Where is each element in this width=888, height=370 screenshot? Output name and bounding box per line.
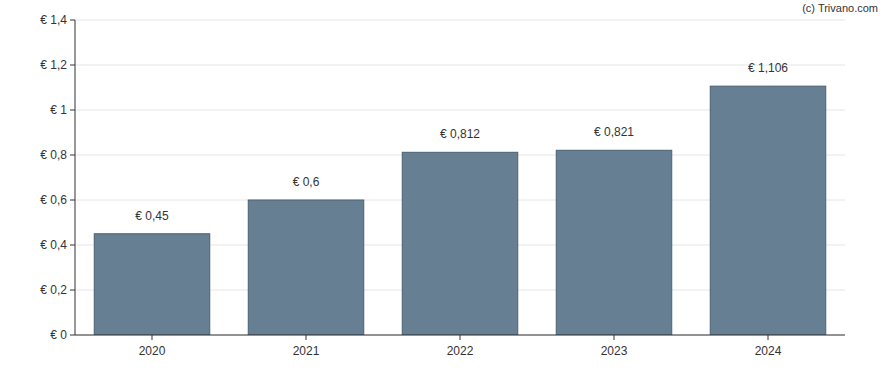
y-tick-label: € 0,8 (40, 148, 67, 162)
y-tick-label: € 1,4 (40, 13, 67, 27)
x-tick (768, 335, 769, 340)
y-tick (70, 335, 75, 336)
annotation: (c) Trivano.com (802, 2, 878, 14)
x-tick (460, 335, 461, 340)
y-tick (70, 110, 75, 111)
x-tick-label: 2024 (755, 344, 782, 358)
data-label: € 0,812 (440, 127, 480, 141)
y-axis (75, 20, 76, 335)
bar (248, 200, 364, 335)
data-label: € 0,821 (594, 125, 634, 139)
x-tick-label: 2022 (447, 344, 474, 358)
chart-container: € 0 € 0,2 € 0,4 € 0,6 € 0,8 € 1 € 1,2 € 1,4 € 0,… (0, 0, 888, 370)
y-tick (70, 290, 75, 291)
bar (94, 234, 210, 335)
y-tick (70, 20, 75, 21)
y-tick-label: € 0,2 (40, 283, 67, 297)
y-tick-label: € 0,4 (40, 238, 67, 252)
y-tick-label: € 0 (50, 328, 67, 342)
bars (94, 86, 826, 335)
y-tick (70, 200, 75, 201)
bar (710, 86, 826, 335)
x-tick-label: 2021 (293, 344, 320, 358)
data-label: € 0,6 (293, 175, 320, 189)
data-label: € 0,45 (135, 209, 169, 223)
y-tick-label: € 1 (50, 103, 67, 117)
chart: € 0 € 0,2 € 0,4 € 0,6 € 0,8 € 1 € 1,2 € 1,4 € 0,… (0, 0, 888, 370)
x-tick-label: 2023 (601, 344, 628, 358)
data-label: € 1,106 (748, 61, 788, 75)
y-tick (70, 245, 75, 246)
y-tick (70, 65, 75, 66)
y-tick-label: € 0,6 (40, 193, 67, 207)
x-tick-label: 2020 (139, 344, 166, 358)
x-tick (152, 335, 153, 340)
grid-line (75, 20, 845, 21)
y-tick (70, 155, 75, 156)
y-tick-label: € 1,2 (40, 58, 67, 72)
x-tick (306, 335, 307, 340)
x-tick (614, 335, 615, 340)
bar (402, 152, 518, 335)
bar (556, 150, 672, 335)
grid-line (75, 65, 845, 66)
